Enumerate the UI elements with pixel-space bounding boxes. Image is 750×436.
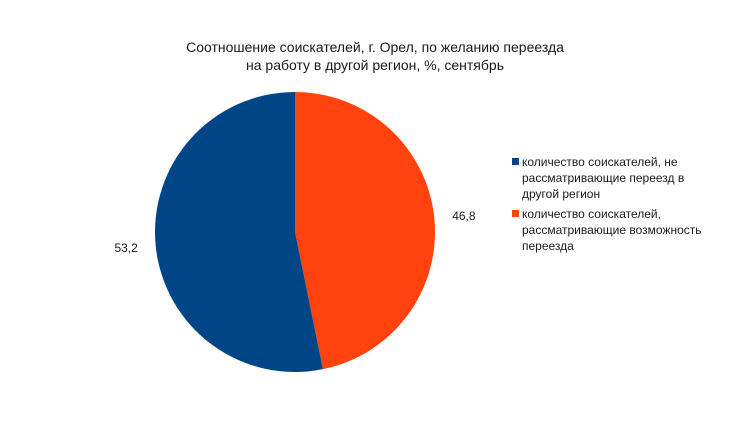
- data-label-not-relocating: 53,2: [114, 241, 138, 255]
- data-label-relocating: 46,8: [452, 209, 476, 223]
- pie-slice-relocating: [295, 92, 435, 370]
- legend-swatch-not-relocating: [512, 158, 519, 165]
- pie-labels: 46,8 53,2: [114, 209, 475, 255]
- legend-swatch-relocating: [512, 210, 519, 217]
- pie-slice-not-relocating: [154, 92, 323, 373]
- chart-title-line-1: Соотношение соискателей, г. Орел, по жел…: [186, 39, 564, 55]
- pie-slices: [154, 92, 435, 373]
- legend: количество соискателей, не рассматривающ…: [512, 154, 722, 258]
- legend-label-not-relocating: количество соискателей, не рассматривающ…: [522, 155, 685, 201]
- legend-item-not-relocating: количество соискателей, не рассматривающ…: [512, 154, 722, 202]
- legend-item-relocating: количество соискателей, рассматривающие …: [512, 206, 722, 254]
- legend-label-relocating: количество соискателей, рассматривающие …: [522, 207, 702, 253]
- chart-title-line-2: на работу в другой регион, %, сентябрь: [246, 57, 504, 73]
